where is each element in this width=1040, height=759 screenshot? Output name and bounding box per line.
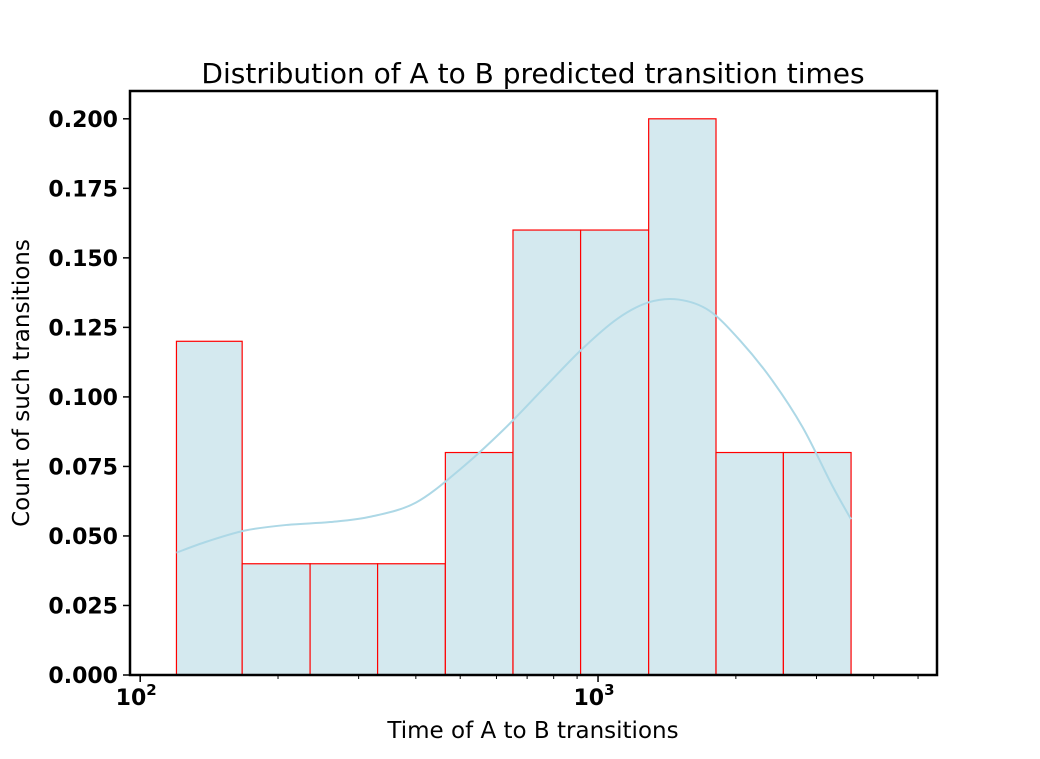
y-tick-label: 0.075 (48, 455, 118, 480)
histogram-bar (376, 563, 446, 676)
histogram-bar (309, 563, 379, 676)
histogram-bar (444, 451, 514, 676)
y-tick-label: 0.100 (48, 386, 118, 411)
x-tick-label: 103 (574, 681, 615, 711)
histogram-bar (579, 229, 650, 676)
histogram-bar (241, 563, 311, 676)
histogram-bar (175, 340, 243, 676)
y-tick-label: 0.175 (48, 177, 118, 202)
y-tick-label: 0.000 (48, 664, 118, 689)
y-tick-label: 0.200 (48, 108, 118, 133)
bars-group (175, 118, 852, 676)
y-axis-ticks: 0.000 0.025 0.050 0.075 0.100 0.125 0.150 0.175… (48, 108, 130, 689)
y-tick-label: 0.025 (48, 594, 118, 619)
kde-line (176, 297, 852, 554)
y-axis-label: Count of such transitions (9, 239, 35, 527)
x-axis-ticks: 102 103 (116, 675, 919, 711)
chart-title: Distribution of A to B predicted transit… (201, 57, 864, 90)
y-tick-label: 0.050 (48, 525, 118, 550)
plot-area-frame (128, 89, 939, 677)
x-axis-label: Time of A to B transitions (386, 718, 678, 744)
x-tick-label: 102 (116, 681, 157, 711)
y-tick-label: 0.125 (48, 316, 118, 341)
histogram-bar (782, 451, 852, 676)
y-tick-label: 0.150 (48, 247, 118, 272)
histogram-bar (648, 118, 717, 676)
histogram-bar (512, 229, 582, 676)
histogram-bar (715, 451, 784, 676)
